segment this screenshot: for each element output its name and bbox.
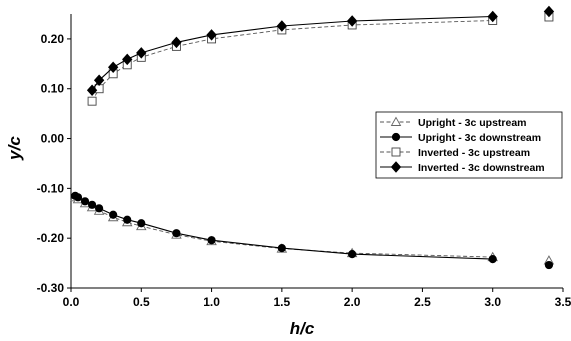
data-point (172, 229, 181, 238)
data-point (86, 84, 98, 96)
x-tick-label: 0.5 (133, 295, 150, 309)
series-1 (69, 191, 555, 265)
series-line (91, 15, 493, 91)
legend-marker (390, 116, 402, 126)
y-tick-label: -0.30 (37, 281, 65, 295)
data-point (277, 244, 286, 253)
legend-marker (391, 132, 401, 142)
series-3 (87, 12, 554, 106)
data-point (107, 61, 119, 74)
series-layer (69, 5, 555, 270)
x-tick-label: 2.5 (414, 295, 431, 309)
data-point (137, 219, 146, 228)
data-point (93, 74, 105, 87)
data-point (346, 15, 358, 27)
x-tick-label: 3.0 (484, 295, 501, 309)
data-point (136, 47, 147, 59)
y-tick-label: 0.10 (41, 82, 65, 96)
legend: Upright - 3c upstream Upright - 3c downst… (375, 111, 563, 179)
data-point (544, 260, 554, 270)
y-tick-label: 0.20 (41, 32, 65, 46)
legend-label: Upright - 3c downstream (418, 132, 541, 144)
x-tick-label: 0.0 (63, 295, 80, 309)
series-4 (86, 5, 555, 96)
data-point (207, 236, 216, 245)
data-point (73, 193, 83, 202)
data-point (488, 255, 497, 264)
y-tick-label: 0.00 (41, 132, 65, 146)
legend-label: Upright - 3c upstream (418, 117, 527, 129)
data-point (543, 5, 555, 18)
legend-label: Inverted - 3c downstream (418, 162, 545, 174)
legend-marker (390, 161, 402, 173)
series-2 (71, 191, 554, 270)
data-point (348, 250, 357, 259)
data-point (487, 10, 498, 23)
x-tick-label: 1.0 (203, 295, 220, 309)
data-point (87, 96, 97, 106)
x-tick-label: 2.0 (344, 295, 361, 309)
legend-marker (391, 147, 401, 157)
y-tick-label: -0.10 (37, 181, 65, 195)
data-point (80, 197, 90, 206)
data-point (206, 29, 217, 41)
y-tick-label: -0.20 (37, 231, 65, 245)
data-point (276, 20, 288, 32)
plot-area: 0.0 0.5 1.0 1.5 2.0 2.5 3.0 3.5 0.20 0.10 0.00 -0.1… (37, 14, 571, 309)
x-axis-title: h/c (290, 319, 315, 338)
data-point (95, 204, 104, 213)
legend-label: Inverted - 3c upstream (418, 147, 530, 159)
data-point (171, 36, 182, 49)
series-line (91, 20, 493, 102)
x-tick-label: 3.5 (555, 295, 571, 309)
x-tick-label: 1.5 (274, 295, 291, 309)
data-point (109, 210, 118, 219)
y-axis-title: y/c (5, 136, 24, 161)
data-point (122, 53, 133, 66)
data-point (123, 215, 132, 224)
data-point (87, 200, 97, 209)
